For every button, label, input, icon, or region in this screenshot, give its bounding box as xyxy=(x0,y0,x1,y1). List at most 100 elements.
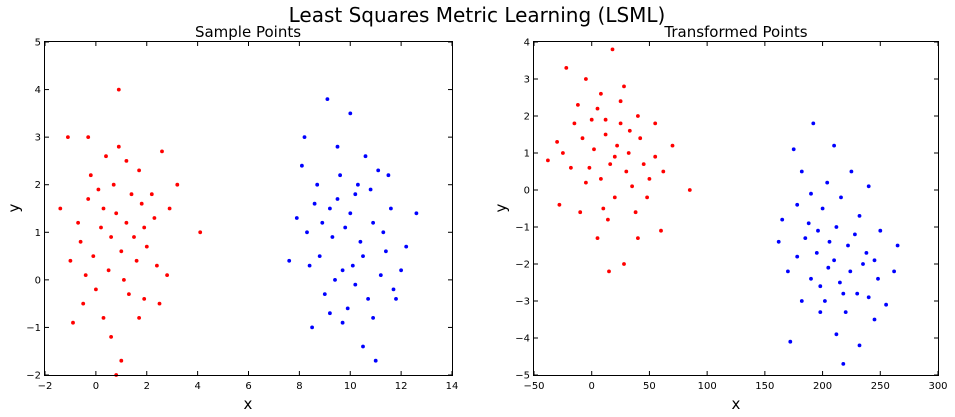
scatter-point xyxy=(601,206,606,211)
scatter-point xyxy=(373,358,378,363)
y-tick-label: 5 xyxy=(35,38,41,49)
scatter-point xyxy=(561,151,565,155)
plot-title: Transformed Points xyxy=(663,23,807,41)
scatter-point xyxy=(607,269,611,274)
scatter-point xyxy=(615,143,619,148)
scatter-point xyxy=(661,169,666,174)
scatter-point xyxy=(353,192,358,197)
scatter-point xyxy=(83,273,88,277)
y-tick-label: −2 xyxy=(515,260,530,271)
scatter-point xyxy=(287,258,292,263)
scatter-point xyxy=(371,316,375,320)
scatter-point xyxy=(134,258,139,263)
y-tick-label: 1 xyxy=(35,228,41,239)
scatter-point xyxy=(137,316,142,320)
scatter-point xyxy=(389,206,393,211)
scatter-point xyxy=(892,269,896,274)
scatter-point xyxy=(68,258,73,263)
scatter-point xyxy=(328,311,332,316)
scatter-point xyxy=(841,291,846,296)
scatter-point xyxy=(66,135,70,140)
scatter-point xyxy=(114,211,119,216)
scatter-point xyxy=(142,297,147,301)
scatter-point xyxy=(589,117,594,122)
scatter-point xyxy=(853,232,857,237)
scatter-point xyxy=(630,184,634,189)
scatter-point xyxy=(116,144,121,149)
scatter-point xyxy=(335,144,340,149)
scatter-point xyxy=(564,66,569,70)
scatter-point xyxy=(122,278,126,282)
scatter-point xyxy=(834,225,839,229)
scatter-point xyxy=(307,263,312,268)
scatter-point xyxy=(157,301,162,306)
scatter-point xyxy=(175,182,180,187)
scatter-point xyxy=(348,211,353,216)
scatter-point xyxy=(348,111,353,116)
scatter-point xyxy=(823,299,827,303)
scatter-point xyxy=(832,143,836,148)
scatter-point xyxy=(386,173,391,178)
scatter-point xyxy=(795,202,800,207)
scatter-point xyxy=(818,310,823,314)
scatter-point xyxy=(129,192,134,197)
scatter-point xyxy=(618,121,623,126)
y-tick-label: −2 xyxy=(26,371,41,382)
y-tick-label: 4 xyxy=(35,85,41,96)
x-tick-label: 150 xyxy=(755,381,774,392)
x-tick-label: 2 xyxy=(144,381,150,392)
scatter-point xyxy=(818,284,823,289)
scatter-point xyxy=(371,220,375,225)
scatter-point xyxy=(101,316,106,320)
scatter-point xyxy=(584,77,588,81)
scatter-point xyxy=(345,306,350,311)
scatter-point xyxy=(814,251,819,255)
scatter-point xyxy=(843,310,848,314)
scatter-point xyxy=(786,269,790,274)
scatter-point xyxy=(165,273,170,277)
marks xyxy=(546,47,900,366)
scatter-point xyxy=(361,254,365,258)
scatter-point xyxy=(378,273,383,277)
plot-frame xyxy=(533,41,939,376)
scatter-point xyxy=(876,276,880,281)
scatter-point xyxy=(91,254,96,258)
scatter-point xyxy=(587,165,592,170)
scatter-point xyxy=(809,191,813,196)
scatter-point xyxy=(340,268,345,273)
scatter-point xyxy=(322,292,327,296)
x-tick-label: 200 xyxy=(813,381,832,392)
scatter-point xyxy=(603,132,608,137)
scatter-point xyxy=(315,182,320,187)
scatter-point xyxy=(624,169,629,174)
scatter-point xyxy=(612,195,617,200)
scatter-point xyxy=(399,268,403,273)
scatter-point xyxy=(612,154,617,159)
scatter-point xyxy=(546,158,550,163)
marks xyxy=(58,87,419,377)
x-tick-label: 6 xyxy=(245,381,251,392)
scatter-point xyxy=(610,47,615,52)
scatter-point xyxy=(325,97,330,101)
scatter-point xyxy=(809,276,813,281)
scatter-point xyxy=(391,287,396,292)
scatter-point xyxy=(106,268,111,273)
scatter-point xyxy=(569,165,573,170)
scatter-point xyxy=(857,214,862,218)
scatter-point xyxy=(124,220,129,225)
scatter-point xyxy=(641,162,646,167)
y-tick-label: 4 xyxy=(524,38,530,49)
scatter-point xyxy=(160,149,164,154)
scatter-point xyxy=(99,225,103,230)
scatter-point xyxy=(866,295,871,300)
scatter-point xyxy=(350,263,355,268)
ticks: −50 0 50 100 150 200 250 300 −5 −4 −3 −2 −1 0 1 2 3 4 xyxy=(515,38,947,393)
scatter-point xyxy=(294,216,299,220)
scatter-point xyxy=(820,206,825,211)
scatter-point xyxy=(330,235,335,239)
scatter-point xyxy=(806,221,811,226)
scatter-point xyxy=(599,91,603,96)
scatter-point xyxy=(335,197,340,201)
scatter-point xyxy=(841,362,846,366)
